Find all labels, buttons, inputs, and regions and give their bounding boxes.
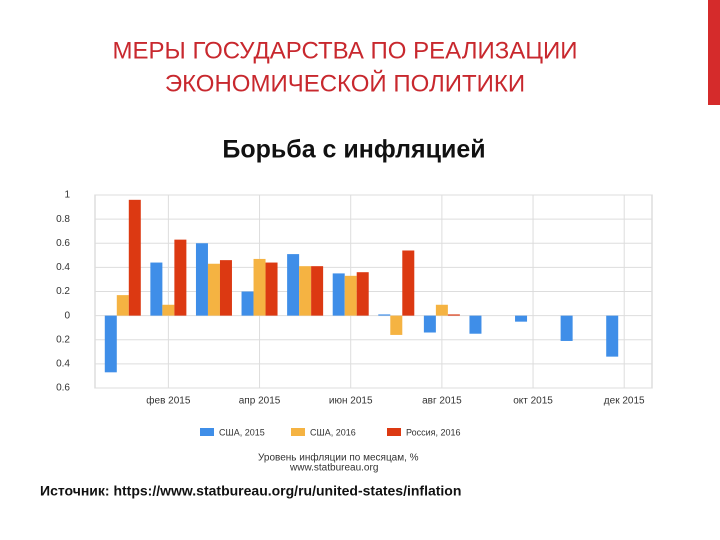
bar	[150, 262, 163, 316]
bar	[423, 315, 436, 333]
bar	[560, 315, 573, 341]
bar	[162, 304, 175, 316]
x-tick-label: фев 2015	[146, 395, 191, 407]
bar	[515, 315, 528, 322]
y-tick-label: 0	[64, 310, 70, 321]
y-tick-label: 0.6	[56, 383, 70, 394]
y-tick-label: 0.4	[56, 262, 70, 273]
bar	[299, 266, 312, 316]
chart-title: Борьба с инфляцией	[222, 136, 485, 164]
bar	[104, 315, 117, 373]
slide-title: МЕРЫ ГОСУДАРСТВА ПО РЕАЛИЗАЦИИ	[113, 37, 578, 64]
x-tick-label: авг 2015	[422, 396, 462, 407]
legend-swatch	[291, 428, 305, 436]
bar	[287, 254, 300, 316]
x-tick-label: апр 2015	[239, 396, 281, 407]
bar	[174, 239, 187, 316]
legend-label: США, 2016	[310, 427, 356, 437]
bar	[447, 314, 460, 316]
bar	[356, 272, 369, 316]
y-tick-label: 0.2	[56, 286, 70, 297]
bar	[311, 266, 324, 316]
bar	[435, 304, 448, 316]
y-tick-label: 1	[64, 190, 70, 201]
legend-swatch	[387, 428, 401, 436]
bar	[253, 258, 266, 316]
bar	[378, 314, 391, 316]
bar	[116, 295, 129, 316]
chart-caption: Уровень инфляции по месяцам, %	[258, 452, 419, 464]
y-tick-label: 0.8	[56, 214, 70, 225]
legend-label: США, 2015	[219, 427, 265, 437]
bar	[207, 263, 220, 316]
legend-swatch	[200, 428, 214, 436]
y-tick-label: 0.6	[56, 238, 70, 249]
bar	[402, 250, 415, 316]
bar	[195, 243, 208, 316]
bar	[469, 315, 482, 334]
bar	[128, 199, 141, 316]
slide-title: ЭКОНОМИЧЕСКОЙ ПОЛИТИКИ	[165, 69, 525, 97]
chart-caption: www.statbureau.org	[289, 463, 378, 474]
accent-bar	[708, 0, 720, 105]
bar	[219, 260, 232, 316]
bar	[390, 315, 403, 335]
bar	[344, 275, 357, 316]
source: Источник: https://www.statbureau.org/ru/…	[40, 483, 461, 499]
y-tick-label: 0.4	[56, 359, 70, 370]
bar	[265, 262, 278, 316]
y-tick-label: 0.2	[56, 334, 70, 345]
x-tick-label: окт 2015	[513, 396, 553, 407]
bar	[606, 315, 619, 357]
x-tick-label: дек 2015	[604, 396, 645, 407]
bar	[241, 291, 254, 316]
x-tick-label: июн 2015	[329, 396, 373, 407]
legend-label: Россия, 2016	[406, 427, 461, 437]
bar	[332, 273, 345, 316]
